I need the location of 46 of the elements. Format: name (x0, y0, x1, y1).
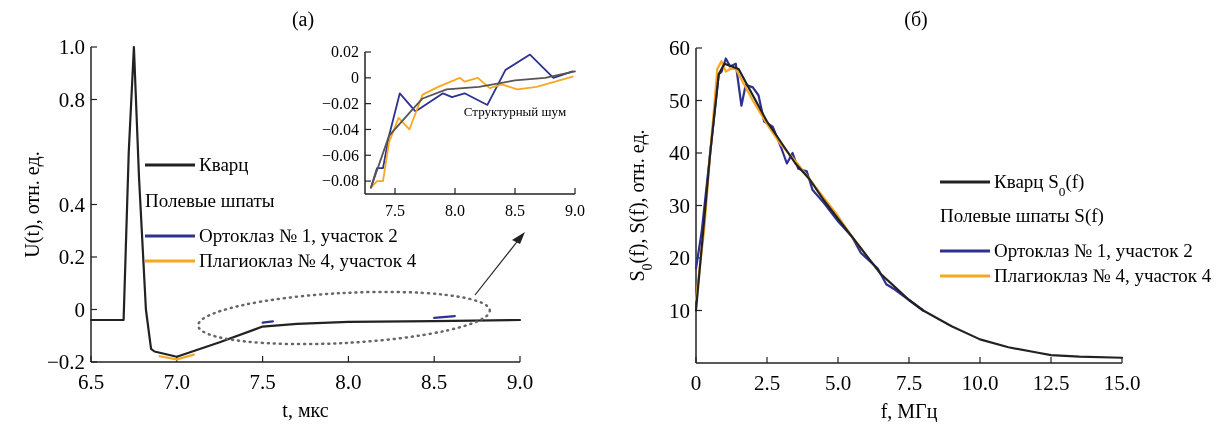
y-tick-label: 0.2 (58, 245, 85, 270)
y-tick-label: 60 (669, 36, 690, 61)
x-tick-label: 15.0 (1103, 371, 1141, 395)
chart-title: (б) (904, 8, 928, 31)
x-tick-label: 12.5 (1032, 371, 1070, 395)
x-tick-label: 7.0 (163, 370, 190, 394)
x-tick-label: 8.5 (505, 202, 525, 219)
y-tick-label: 20 (669, 246, 690, 271)
y-tick-label: −0.02 (321, 94, 359, 112)
legend-title: Полевые шпаты S(f) (940, 205, 1104, 227)
x-tick-label: 8.0 (445, 202, 465, 219)
y-tick-label: 0.4 (58, 192, 86, 217)
legend-label: Кварц (199, 154, 249, 175)
y-axis-title: U(t), отн. ед. (21, 151, 44, 258)
legend-label: Плагиоклаз № 4, участок 4 (994, 265, 1212, 286)
x-tick-label: 7.5 (895, 371, 923, 395)
y-tick-label: 0 (351, 69, 359, 87)
chart-title: (a) (291, 8, 315, 31)
y-tick-label: 0.8 (58, 87, 85, 112)
x-tick-label: 8.5 (421, 370, 448, 394)
x-tick-label: 8.0 (335, 370, 362, 394)
legend-label: Кварц S$_{0}$(f) (994, 171, 1085, 199)
y-tick-label: 0.02 (331, 43, 359, 61)
y-tick-label: 10 (669, 298, 690, 323)
x-tick-label: 5.0 (824, 371, 852, 395)
x-tick-label: 10.0 (961, 371, 999, 395)
x-tick-label: 7.5 (249, 370, 276, 394)
x-tick-label: 9.0 (506, 370, 534, 394)
x-axis-title: f, МГц (880, 400, 938, 423)
legend-title: Полевые шпаты (145, 190, 275, 211)
x-tick-label: 7.5 (385, 202, 405, 219)
x-tick-label: 9.0 (565, 202, 585, 219)
legend-label: Ортоклаз № 1, участок 2 (994, 240, 1193, 261)
legend-label: Ортоклаз № 1, участок 2 (199, 225, 398, 246)
y-tick-label: −0.08 (321, 172, 359, 190)
y-tick-label: 50 (669, 88, 690, 113)
y-tick-label: 1.0 (58, 35, 85, 60)
x-tick-label: 2.5 (753, 371, 781, 395)
y-tick-label: 40 (669, 141, 690, 166)
y-tick-label: 30 (669, 193, 690, 218)
annotation: Структурный шум (463, 104, 567, 119)
y-tick-label: 0 (74, 297, 85, 322)
y-tick-label: −0.06 (321, 146, 359, 164)
legend-label: Плагиоклаз № 4, участок 4 (199, 250, 417, 271)
y-tick-label: −0.04 (321, 120, 359, 138)
x-axis-title: t, мкс (282, 399, 329, 421)
